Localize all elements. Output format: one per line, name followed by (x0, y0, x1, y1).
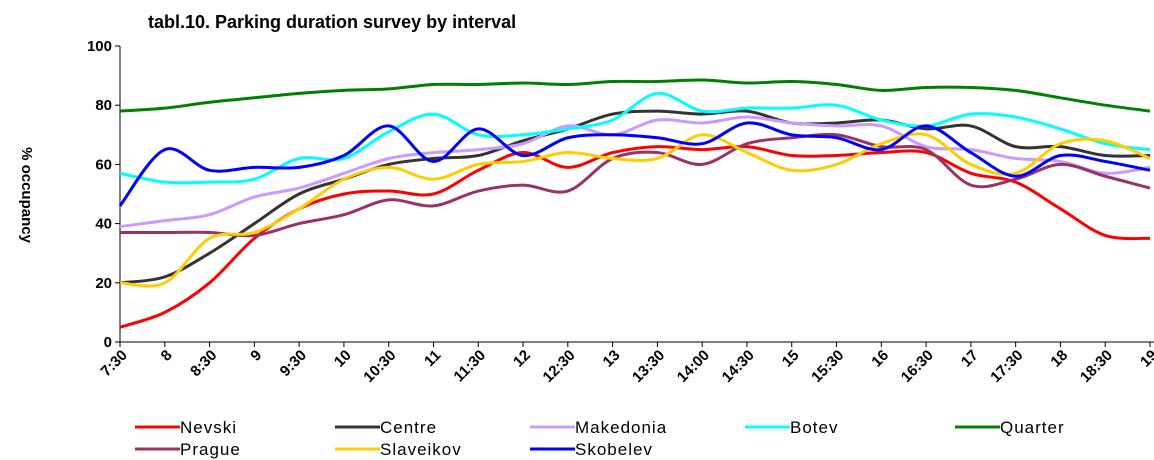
series-line (119, 109, 1151, 285)
legend-label: Skobelev (575, 440, 653, 459)
legend-label: Centre (380, 418, 437, 437)
x-tick-label: 12:30 (539, 347, 578, 386)
x-tick-label: 17 (958, 347, 982, 371)
x-tick-label: 14:30 (719, 347, 758, 386)
y-tick-label: 0 (104, 334, 112, 351)
x-tick-label: 14:00 (674, 347, 713, 386)
x-tick-label: 10:30 (360, 347, 399, 386)
x-tick-label: 19 (1137, 347, 1154, 371)
legend-label: Slaveikov (380, 440, 462, 459)
y-tick-label: 40 (95, 216, 112, 233)
x-tick-label: 9:30 (277, 347, 310, 380)
x-tick-label: 7:30 (98, 347, 131, 380)
x-tick-label: 13 (600, 347, 624, 371)
series-line (119, 78, 1151, 113)
x-tick-label: 18:30 (1077, 347, 1116, 386)
series-line (119, 115, 1151, 229)
x-tick-label: 17:30 (987, 347, 1026, 386)
y-axis-label: % occupancy (18, 147, 35, 244)
legend-label: Prague (180, 440, 241, 459)
y-tick-label: 100 (87, 38, 112, 55)
x-tick-label: 15 (779, 347, 803, 371)
x-tick-label: 13:30 (629, 347, 668, 386)
legend-label: Quarter (1000, 418, 1065, 437)
x-tick-label: 16:30 (898, 347, 937, 386)
legend-label: Makedonia (575, 418, 667, 437)
x-tick-label: 15:30 (808, 347, 847, 386)
y-tick-label: 20 (95, 275, 112, 292)
series-line (119, 132, 1151, 288)
series-line (120, 132, 1151, 238)
x-tick-label: 12 (510, 347, 534, 371)
y-tick-label: 80 (95, 97, 112, 114)
x-tick-label: 11 (421, 347, 444, 370)
x-tick-label: 10 (331, 347, 355, 371)
x-tick-label: 8 (158, 347, 176, 365)
chart-title: tabl.10. Parking duration survey by inte… (148, 12, 516, 32)
series-line (118, 121, 1151, 207)
legend-label: Botev (790, 418, 838, 437)
x-tick-label: 9 (247, 347, 265, 365)
x-tick-label: 18 (1047, 347, 1071, 371)
series-line (119, 91, 1151, 185)
legend-label: Nevski (180, 418, 237, 437)
x-tick-label: 16 (868, 347, 892, 371)
x-tick-label: 8:30 (187, 347, 220, 380)
x-tick-label: 11:30 (451, 347, 490, 386)
y-tick-label: 60 (95, 156, 112, 173)
